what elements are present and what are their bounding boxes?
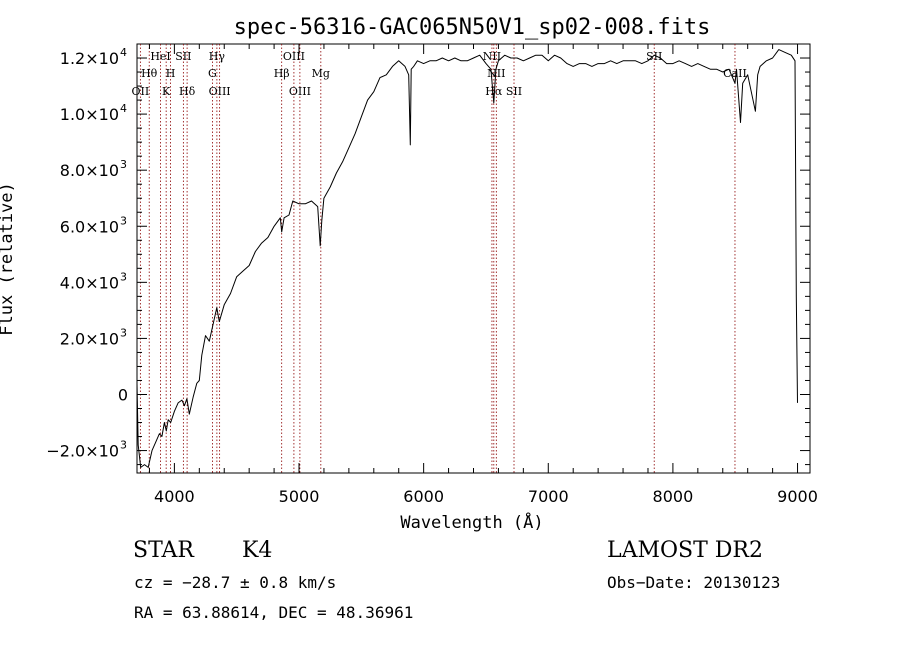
spectral-line-label-8: Hγ <box>209 50 226 63</box>
spectral-line-label-11: OIII <box>283 50 305 63</box>
y-tick-mantissa-0: −2.0×10 <box>46 442 119 461</box>
spectral-line-markers: OIIHθHeIKHSIIHδGHγOIIIHβOIIIOIIIMgNIIHαN… <box>132 44 747 473</box>
y-tick-label-0: −2.0×10 3 <box>46 439 127 461</box>
spectral-line-label-4: H <box>166 67 176 80</box>
y-tick-exponent-3: 3 <box>120 270 127 283</box>
y-tick-mantissa-7: 1.2×10 <box>60 49 119 68</box>
x-tick-label-2: 6000 <box>403 487 444 506</box>
spectral-line-label-10: Hβ <box>274 67 290 80</box>
spectrum-plot: spec-56316-GAC065N50V1_sp02-008.fits OII… <box>0 15 818 533</box>
y-tick-mantissa-5: 8.0×10 <box>60 161 119 180</box>
spectrum-line-0 <box>136 49 798 468</box>
y-tick-label-6: 1.0×10 4 <box>60 102 127 124</box>
spectral-line-label-17: SII <box>506 85 522 98</box>
spectral-line-label-5: SII <box>175 50 191 63</box>
spectral-line-label-14: NII <box>483 50 501 63</box>
survey-name: LAMOST DR2 <box>607 538 763 563</box>
spectral-line-label-9: OIII <box>209 85 231 98</box>
spectral-line-label-18: SII <box>646 50 662 63</box>
y-tick-label-4: 6.0×10 3 <box>60 214 127 236</box>
x-tick-label-1: 5000 <box>279 487 320 506</box>
spectrum-series <box>136 49 798 468</box>
x-axis: 4000 5000 6000 7000 8000 9000 <box>148 44 818 506</box>
x-axis-label: Wavelength (Å) <box>400 511 543 533</box>
y-tick-exponent-4: 3 <box>120 214 127 227</box>
y-tick-exponent-7: 4 <box>120 46 127 59</box>
spectral-line-label-2: HeI <box>150 50 170 63</box>
y-tick-mantissa-1: 0 <box>118 385 128 404</box>
coordinates: RA = 63.88614, DEC = 48.36961 <box>134 603 414 622</box>
y-tick-label-3: 4.0×10 3 <box>60 270 127 292</box>
spectral-line-label-1: Hθ <box>141 67 158 80</box>
object-class: STAR <box>133 538 194 563</box>
y-tick-label-2: 2.0×10 3 <box>60 326 127 348</box>
spectral-line-label-12: OIII <box>289 85 311 98</box>
x-tick-label-0: 4000 <box>154 487 195 506</box>
spectral-line-label-19: CaII <box>723 67 747 80</box>
y-tick-exponent-5: 3 <box>120 158 127 171</box>
chart-title: spec-56316-GAC065N50V1_sp02-008.fits <box>234 15 711 40</box>
spectral-line-label-0: OII <box>132 85 150 98</box>
spectral-line-label-13: Mg <box>312 67 330 80</box>
y-axis-label: Flux (relative) <box>0 182 17 336</box>
y-tick-mantissa-2: 2.0×10 <box>60 329 119 348</box>
y-tick-mantissa-6: 1.0×10 <box>60 105 119 124</box>
x-tick-label-3: 7000 <box>528 487 569 506</box>
x-tick-label-4: 8000 <box>653 487 694 506</box>
y-tick-label-1: 0 <box>118 385 128 404</box>
plot-frame <box>136 43 811 474</box>
y-tick-mantissa-4: 6.0×10 <box>60 217 119 236</box>
observation-date: Obs−Date: 20130123 <box>607 573 781 592</box>
y-tick-label-5: 8.0×10 3 <box>60 158 127 180</box>
object-subclass: K4 <box>242 538 273 563</box>
spectral-line-label-3: K <box>162 85 171 98</box>
spectral-line-label-6: Hδ <box>179 85 196 98</box>
x-tick-label-5: 9000 <box>777 487 818 506</box>
y-tick-mantissa-3: 4.0×10 <box>60 273 119 292</box>
spectral-line-label-7: G <box>208 67 217 80</box>
y-tick-label-7: 1.2×10 4 <box>60 46 127 68</box>
y-tick-exponent-6: 4 <box>120 102 127 115</box>
redshift-cz: cz = −28.7 ± 0.8 km/s <box>134 573 337 592</box>
y-axis: −2.0×10 302.0×10 34.0×10 36.0×10 38.0×10 31.0… <box>46 46 810 466</box>
y-tick-exponent-0: 3 <box>120 439 127 452</box>
y-tick-exponent-2: 3 <box>120 326 127 339</box>
